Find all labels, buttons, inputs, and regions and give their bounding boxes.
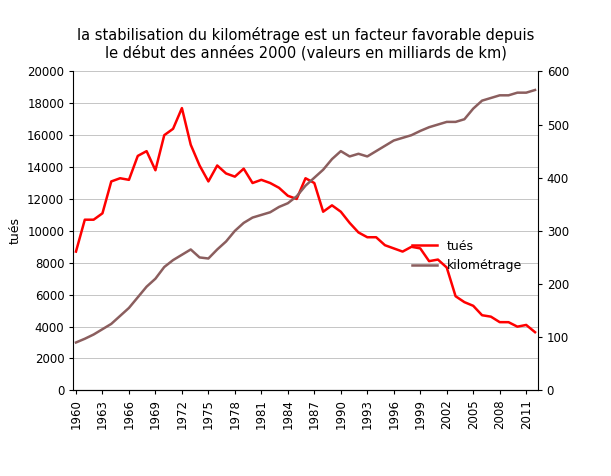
kilométrage xyxy=(478,98,486,103)
Legend: tués, kilométrage: tués, kilométrage xyxy=(412,240,522,272)
kilométrage xyxy=(72,340,79,346)
tués xyxy=(346,220,353,226)
kilométrage xyxy=(532,87,539,93)
Line: kilométrage: kilométrage xyxy=(76,90,535,343)
kilométrage xyxy=(346,154,353,159)
kilométrage xyxy=(425,124,433,130)
tués xyxy=(355,229,362,235)
Title: la stabilisation du kilométrage est un facteur favorable depuis
le début des ann: la stabilisation du kilométrage est un f… xyxy=(77,27,534,60)
Y-axis label: tués: tués xyxy=(9,218,21,244)
tués xyxy=(178,105,186,111)
Line: tués: tués xyxy=(76,108,535,332)
kilométrage xyxy=(196,255,203,260)
kilométrage xyxy=(364,154,371,159)
tués xyxy=(434,257,442,262)
tués xyxy=(487,314,494,319)
tués xyxy=(373,234,380,240)
tués xyxy=(205,178,212,184)
kilométrage xyxy=(337,149,345,154)
tués xyxy=(72,249,79,255)
tués xyxy=(532,329,539,335)
